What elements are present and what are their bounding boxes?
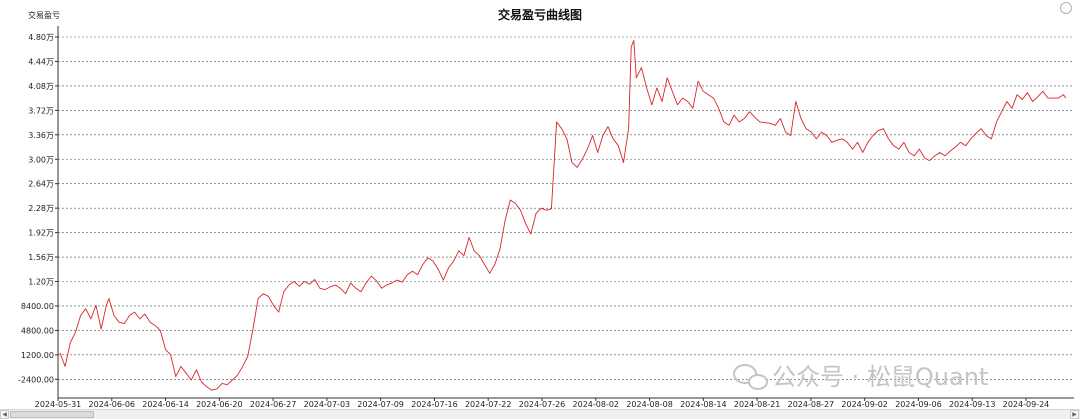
x-tick-label: 2024-07-26	[519, 400, 566, 409]
grid-lines	[58, 36, 1074, 380]
x-tick-label: 2024-09-24	[1003, 400, 1050, 409]
x-tick-label: 2024-07-16	[411, 400, 458, 409]
x-tick-label: 2024-09-02	[841, 400, 888, 409]
series-layer	[59, 39, 1067, 391]
y-tick-label: 4.08万	[28, 82, 54, 91]
x-tick-label: 2024-08-27	[788, 400, 835, 409]
x-tick-label: 2024-07-03	[304, 400, 351, 409]
y-tick-label: 8400.00	[21, 302, 54, 311]
y-tick-label: 4.44万	[28, 57, 54, 66]
axes	[55, 26, 1074, 401]
scroll-right-button[interactable]: ▶	[1070, 410, 1079, 419]
x-tick-label: 2024-08-02	[573, 400, 620, 409]
watermark-text: 公众号 · 松鼠Quant	[772, 363, 988, 391]
y-tick-label: -2400.00	[18, 375, 54, 384]
x-tick-label: 2024-07-22	[465, 400, 512, 409]
scroll-left-button[interactable]: ◀	[0, 410, 9, 419]
x-tick-label: 2024-08-08	[626, 400, 673, 409]
watermark: 公众号 · 松鼠Quant	[733, 363, 988, 391]
x-tick-label: 2024-06-20	[196, 400, 243, 409]
y-tick-label: 3.72万	[28, 106, 54, 115]
x-tick-labels: 2024-05-31 2024-06-06 2024-06-14 2024-06-20…	[35, 400, 1050, 409]
y-tick-labels: 4.80万 4.44万 4.08万 3.72万 3.36万 3.00万 2.64万 2.28万…	[18, 33, 54, 384]
y-tick-label: 1.92万	[28, 229, 54, 238]
x-tick-label: 2024-09-13	[949, 400, 996, 409]
y-tick-label: 2.64万	[28, 180, 54, 189]
x-tick-label: 2024-09-06	[895, 400, 942, 409]
scroll-thumb[interactable]	[10, 411, 94, 418]
x-tick-label: 2024-08-14	[680, 400, 727, 409]
x-tick-label: 2024-08-21	[734, 400, 781, 409]
x-tick-label: 2024-06-27	[250, 400, 297, 409]
wechat-icon	[733, 364, 768, 390]
y-tick-label: 4.80万	[28, 33, 54, 42]
x-tick-label: 2024-06-14	[142, 400, 189, 409]
horizontal-scrollbar[interactable]: ◀ ▶	[0, 409, 1080, 419]
x-tick-label: 2024-06-06	[89, 400, 136, 409]
y-axis-label: 交易盈亏	[28, 10, 60, 20]
y-tick-label: 3.00万	[28, 155, 54, 164]
series-line	[59, 39, 1067, 391]
y-tick-label: 1.56万	[28, 253, 54, 262]
y-tick-label: 2.28万	[28, 204, 54, 213]
y-tick-label: 4800.00	[21, 326, 54, 335]
y-tick-label: 1200.00	[21, 351, 54, 360]
close-icon[interactable]	[1060, 2, 1072, 14]
y-tick-label: 3.36万	[28, 131, 54, 140]
y-tick-label: 1.20万	[28, 278, 54, 287]
x-tick-label: 2024-07-09	[357, 400, 404, 409]
chart-title: 交易盈亏曲线图	[498, 7, 582, 22]
x-tick-label: 2024-05-31	[35, 400, 82, 409]
